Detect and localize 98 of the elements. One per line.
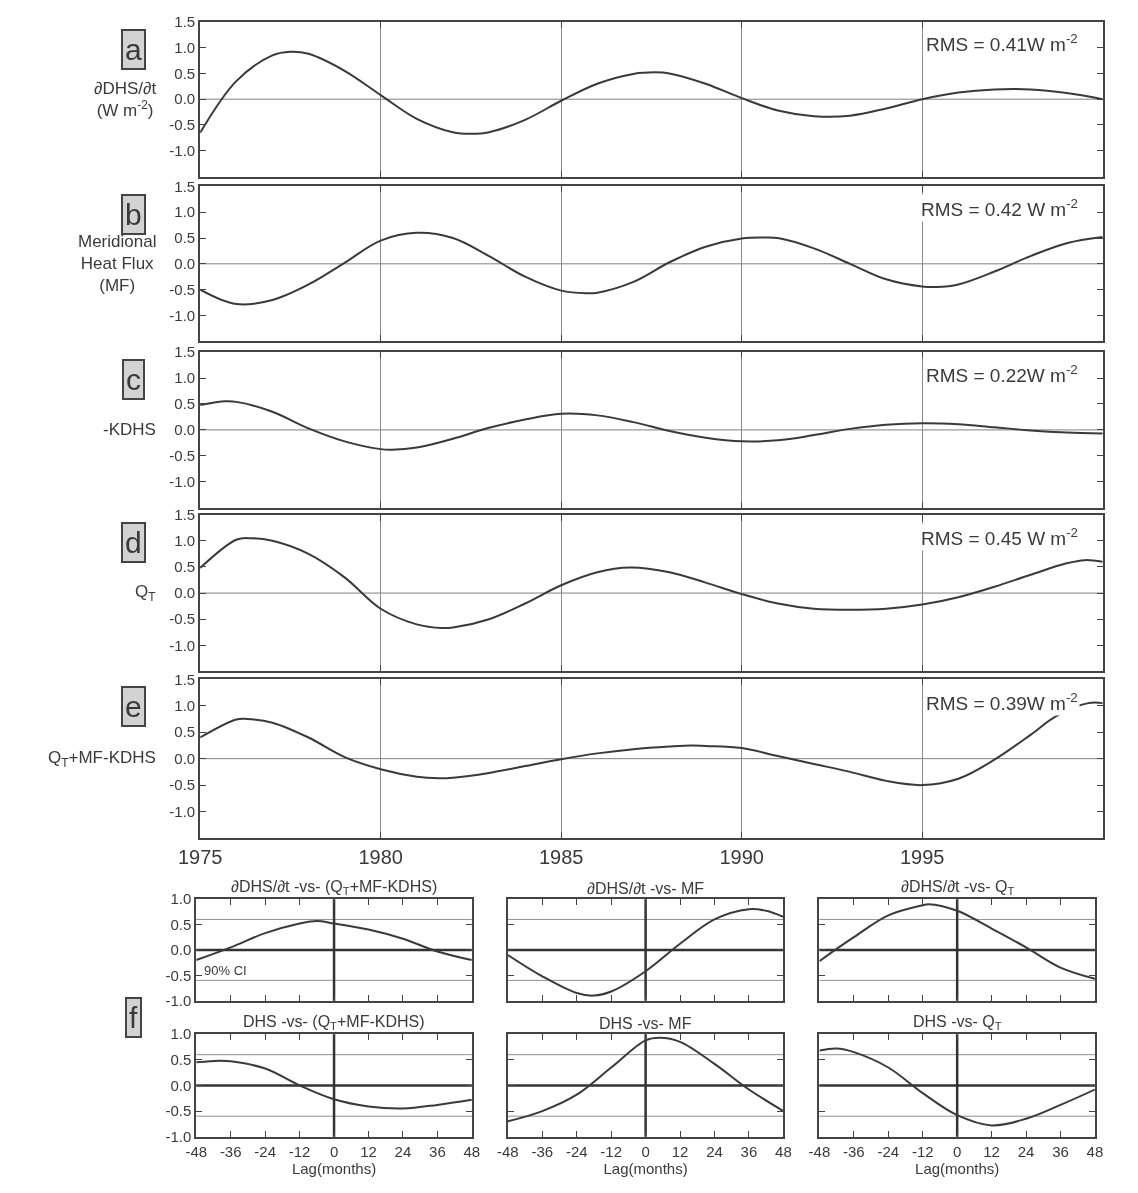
y-tick-label: 0.0 [170, 941, 192, 959]
y-tick-label: -1.0 [169, 306, 196, 324]
x-tick-label: 1990 [719, 846, 764, 869]
y-tick-label: 0.0 [174, 255, 196, 273]
x-axis-title: Lag(months) [291, 1159, 377, 1177]
x-tick-label: 12 [360, 1142, 377, 1160]
y-tick-label: -0.5 [165, 966, 192, 984]
y-tick-label: 1.0 [174, 38, 196, 56]
x-tick-label: -48 [497, 1142, 519, 1160]
text: c [126, 363, 141, 396]
y-tick-label: 0.0 [174, 749, 196, 767]
y-tick-label: -1.0 [165, 1127, 192, 1145]
y-tick-label: 0.5 [170, 1051, 192, 1069]
annotation: RMS = 0.41W m$^{-2}$ [926, 31, 1078, 55]
ref-line-label: 90% CI [204, 963, 247, 978]
y-tick-label: -0.5 [169, 116, 196, 134]
text: e [125, 690, 142, 723]
y-axis-title: Q$_{T}$ [135, 582, 156, 604]
x-tick-label: -12 [600, 1142, 623, 1160]
y-tick-label: -1.0 [169, 142, 196, 160]
x-tick-label: -48 [185, 1142, 208, 1160]
y-tick-label: 0.5 [170, 915, 192, 933]
y-tick-label: 0.0 [174, 584, 196, 602]
x-tick-label: -36 [531, 1142, 554, 1160]
x-tick-label: -24 [565, 1142, 588, 1160]
y-tick-label: 0.5 [174, 229, 196, 247]
y-axis-title: Q$_{T}$+MF-KDHS [48, 748, 156, 770]
y-tick-label: 1.0 [174, 532, 196, 550]
chart-title: ∂DHS/∂t -vs- MF [587, 880, 705, 897]
y-tick-label: 1.5 [174, 13, 196, 31]
y-tick-label: 1.0 [174, 203, 196, 221]
y-tick-label: 1.5 [174, 343, 196, 361]
y-tick-label: -1.0 [169, 802, 196, 820]
y-tick-label: 0.0 [174, 90, 196, 108]
y-tick-label: 0.5 [174, 558, 196, 576]
x-tick-label: 0 [953, 1142, 962, 1160]
y-tick-label: 0.5 [174, 395, 196, 413]
x-tick-label: 12 [983, 1142, 1000, 1160]
x-tick-label: 48 [463, 1142, 481, 1160]
y-tick-label: -0.5 [169, 447, 196, 465]
text: a [125, 33, 142, 66]
annotation: RMS = 0.22W m$^{-2}$ [926, 362, 1078, 386]
x-tick-label: -24 [877, 1142, 900, 1160]
annotation: RMS = 0.39W m$^{-2}$ [926, 690, 1078, 714]
x-tick-label: 1995 [899, 846, 945, 869]
y-tick-label: -1.0 [169, 473, 196, 491]
x-tick-label: 36 [429, 1142, 446, 1160]
x-tick-label: -12 [911, 1142, 934, 1160]
x-tick-label: 48 [1086, 1142, 1104, 1160]
y-tick-label: -0.5 [169, 610, 196, 628]
annotation: RMS = 0.45 W m$^{-2}$ [921, 525, 1078, 549]
y-axis-title: ∂DHS/∂t (W m$^{-2}$) [94, 79, 157, 121]
x-tick-label: -36 [843, 1142, 865, 1160]
y-tick-label: 0.5 [174, 64, 196, 82]
text: d [125, 526, 142, 559]
annotation: RMS = 0.42 W m$^{-2}$ [921, 196, 1078, 220]
x-tick-label: 1985 [538, 846, 584, 869]
y-tick-label: -1.0 [165, 991, 192, 1009]
y-tick-label: 1.5 [174, 670, 196, 688]
x-tick-label: 0 [641, 1142, 650, 1160]
y-tick-label: -0.5 [169, 776, 196, 794]
x-tick-label: 24 [394, 1142, 412, 1160]
y-tick-label: -0.5 [169, 280, 196, 298]
chart-title: DHS -vs- Q$_{T}$ [913, 1013, 1002, 1033]
chart-title: ∂DHS/∂t -vs- Q$_{T}$ [901, 878, 1015, 898]
x-tick-label: 12 [671, 1142, 689, 1160]
y-tick-label: 0.5 [174, 723, 196, 741]
y-tick-label: 1.0 [170, 1025, 192, 1043]
y-tick-label: 1.5 [174, 505, 196, 523]
x-tick-label: 24 [706, 1142, 723, 1160]
x-axis-title: Lag(months) [915, 1159, 1000, 1177]
x-tick-label: 0 [329, 1142, 339, 1160]
y-axis-title: -KDHS [103, 420, 156, 439]
x-tick-label: 36 [740, 1142, 758, 1160]
y-tick-label: 0.0 [170, 1076, 192, 1094]
y-tick-label: 1.0 [170, 890, 192, 908]
chart-title: DHS -vs- MF [599, 1015, 692, 1032]
x-axis-title: Lag(months) [603, 1159, 688, 1177]
chart-title: DHS -vs- (Q$_{T}$+MF-KDHS) [243, 1013, 425, 1033]
chart-title: ∂DHS/∂t -vs- (Q$_{T}$+MF-KDHS) [231, 878, 438, 898]
y-tick-label: 0.0 [174, 421, 196, 439]
x-tick-label: -36 [219, 1142, 242, 1160]
y-axis-title: Meridional Heat Flux (MF) [78, 232, 157, 296]
y-tick-label: -1.0 [169, 636, 196, 654]
x-tick-label: 1980 [358, 846, 403, 869]
x-tick-label: -12 [288, 1142, 311, 1160]
x-tick-label: 1975 [177, 846, 223, 869]
x-tick-label: 48 [775, 1142, 792, 1160]
y-tick-label: 1.0 [174, 369, 196, 387]
x-tick-label: -24 [254, 1142, 276, 1160]
y-tick-label: 1.5 [174, 177, 196, 195]
text: b [125, 198, 142, 231]
text: f [129, 1001, 138, 1034]
y-tick-label: 1.0 [174, 697, 196, 715]
x-tick-label: 24 [1017, 1142, 1035, 1160]
y-tick-label: -0.5 [165, 1102, 192, 1120]
x-tick-label: -48 [808, 1142, 831, 1160]
x-tick-label: 36 [1052, 1142, 1069, 1160]
